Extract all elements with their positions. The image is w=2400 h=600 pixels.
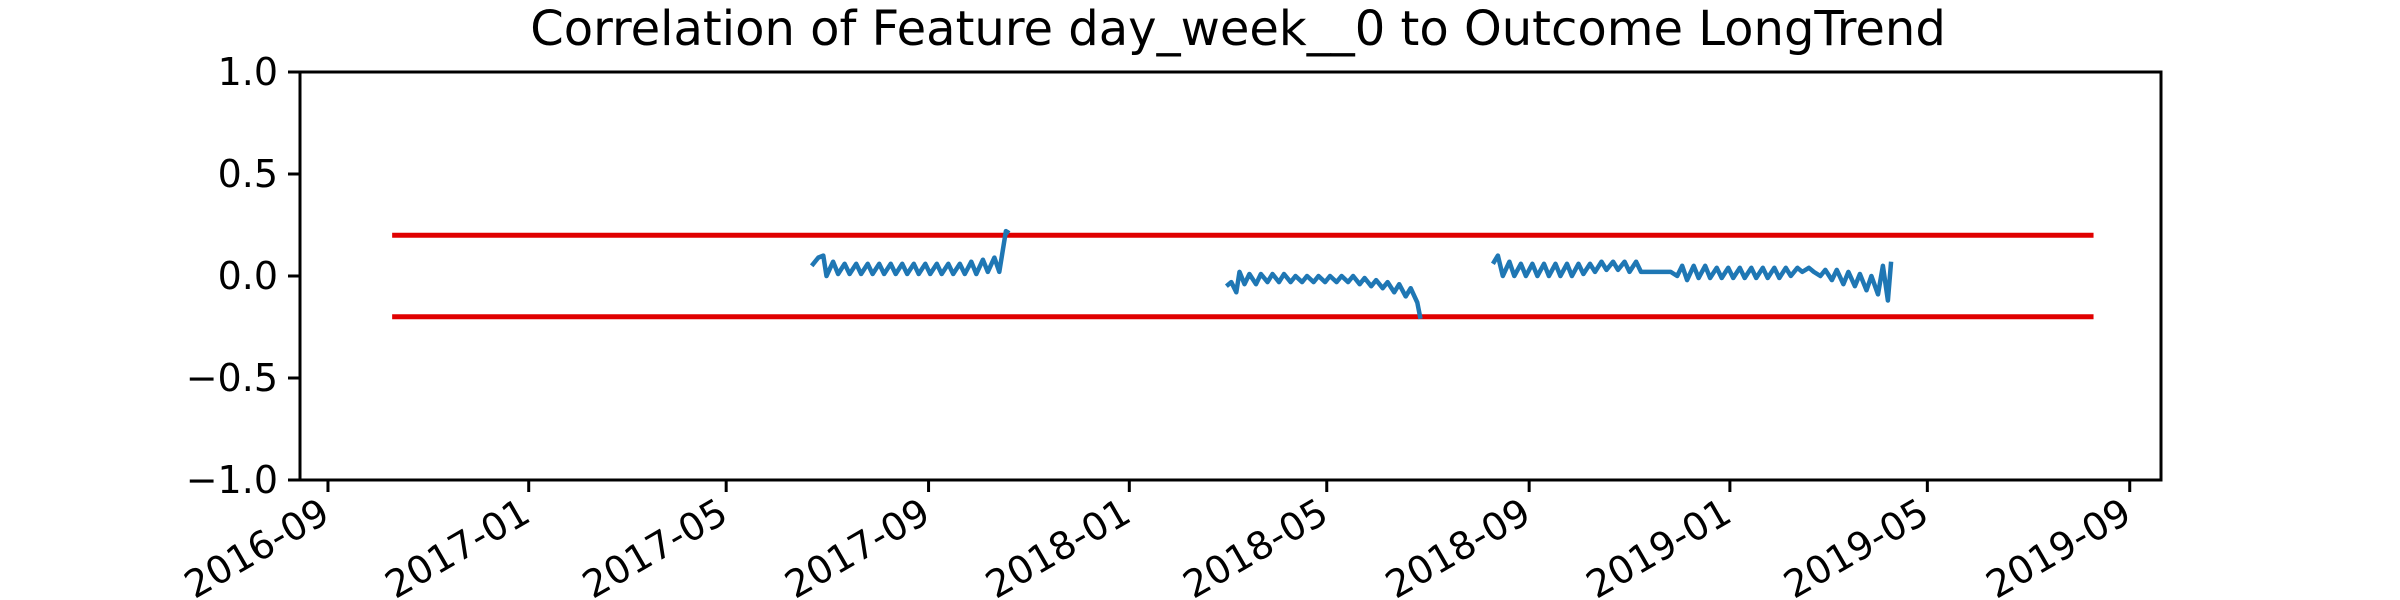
x-tick-label: 2019-09	[1979, 490, 2139, 600]
x-tick-label: 2018-05	[1176, 490, 1336, 600]
chart-title: Correlation of Feature day_week__0 to Ou…	[530, 1, 1946, 57]
y-tick-label: −1.0	[186, 458, 278, 502]
x-tick-label: 2018-09	[1378, 490, 1538, 600]
y-tick-label: 0.5	[218, 152, 278, 196]
x-tick-label: 2019-01	[1579, 490, 1739, 600]
correlation-series-line-segment-3	[1490, 253, 1894, 303]
x-axis: 2016-09 2017-01 2017-05 2017-09 2018-01 2018-…	[177, 480, 2138, 600]
correlation-series-line-segment-1	[809, 228, 1011, 279]
y-tick-label: −0.5	[186, 356, 278, 400]
x-tick-label: 2017-09	[778, 490, 938, 600]
y-tick-label: 0.0	[218, 254, 278, 298]
x-tick-label: 2016-09	[177, 490, 337, 600]
plot-area	[392, 228, 2094, 320]
correlation-series-line-segment-2	[1224, 269, 1423, 320]
y-tick-label: 1.0	[218, 50, 278, 94]
x-tick-label: 2018-01	[978, 490, 1138, 600]
y-axis: 1.0 0.5 0.0 −0.5 −1.0	[186, 50, 300, 502]
x-tick-label: 2019-05	[1776, 490, 1936, 600]
x-tick-label: 2017-01	[378, 490, 538, 600]
x-tick-label: 2017-05	[575, 490, 735, 600]
